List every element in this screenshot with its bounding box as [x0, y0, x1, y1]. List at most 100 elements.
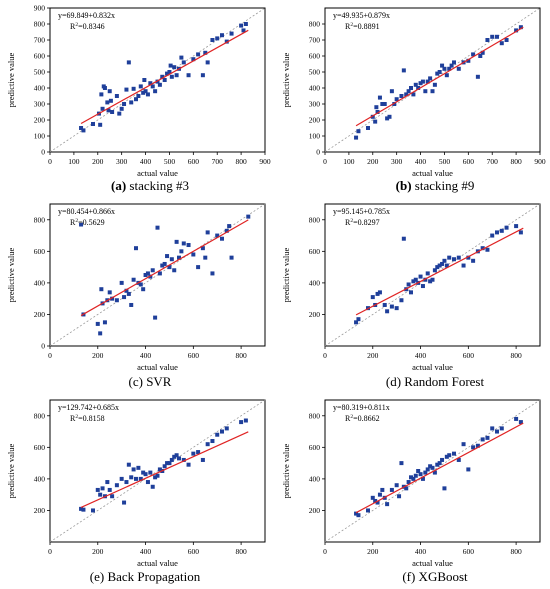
data-point: [466, 467, 471, 472]
data-point: [196, 265, 201, 270]
data-point: [126, 291, 131, 296]
data-point: [205, 230, 210, 235]
panel-f: 0 200 400 600 800 200 400 600 800 actual value pre…: [275, 392, 550, 570]
data-point: [157, 271, 162, 276]
data-point: [437, 70, 442, 74]
data-point: [370, 495, 375, 500]
data-point: [136, 465, 141, 470]
data-point: [224, 39, 229, 44]
data-point: [243, 22, 248, 26]
data-point: [224, 426, 229, 431]
data-point: [495, 34, 499, 39]
data-point: [370, 114, 375, 119]
data-point: [366, 508, 370, 513]
data-point: [452, 451, 456, 456]
y-tick-label: 200: [309, 116, 321, 125]
data-point: [377, 492, 382, 497]
data-point: [229, 31, 234, 36]
data-point: [444, 263, 449, 268]
data-point: [416, 469, 421, 473]
data-point: [399, 94, 404, 98]
panel-a: 0 100 200 300 400 500 600 700 800 900 0 100 200 300 40…: [0, 0, 275, 180]
x-tick-label: 200: [92, 157, 104, 166]
r-squared-prefix: R: [70, 218, 76, 227]
data-point: [425, 79, 430, 84]
data-point: [425, 271, 430, 276]
data-point: [490, 233, 495, 238]
x-axis-label: actual value: [412, 558, 453, 568]
y-tick-label: 300: [34, 100, 46, 109]
r-squared-value: =0.8346: [78, 22, 105, 31]
plot-frame: [324, 399, 541, 543]
x-tick-label: 900: [534, 157, 546, 166]
data-point: [471, 445, 476, 450]
data-point: [148, 470, 153, 475]
data-point: [495, 429, 499, 434]
fit-line: [80, 431, 249, 509]
data-point: [373, 498, 378, 503]
x-tick-label: 200: [92, 547, 104, 556]
x-tick-label: 600: [463, 157, 475, 166]
x-tick-label: 600: [188, 351, 200, 360]
equation-label: y=129.742+0.685x: [58, 403, 119, 412]
x-axis-label: actual value: [412, 168, 453, 178]
data-point: [480, 50, 485, 55]
y-axis-label: predictive value: [6, 444, 16, 499]
data-point: [411, 476, 416, 481]
data-point: [356, 513, 361, 518]
x-tick-label: 800: [235, 547, 247, 556]
data-point: [406, 282, 411, 287]
data-point: [354, 511, 359, 516]
data-point: [141, 90, 146, 95]
data-point: [129, 302, 134, 307]
data-point: [418, 81, 423, 86]
data-point: [191, 451, 196, 456]
scatter-chart-d: 0 200 400 600 800 200 400 600 800 actual value pre…: [281, 203, 541, 372]
equation-label: y=80.454+0.866x: [58, 207, 115, 216]
data-point: [136, 94, 141, 98]
y-tick-label: 500: [34, 68, 46, 77]
data-point: [102, 86, 107, 90]
data-point: [409, 290, 413, 295]
data-point: [114, 94, 119, 98]
data-point: [215, 432, 220, 437]
y-tick-label: 0: [41, 342, 45, 351]
data-point: [210, 38, 215, 42]
y-tick-label: 800: [34, 411, 46, 420]
data-point: [444, 73, 449, 78]
data-point: [399, 461, 404, 466]
r-squared-superscript: 2: [75, 218, 78, 224]
data-point: [430, 465, 435, 470]
caption-f-text: (f) XGBoost: [402, 569, 468, 584]
y-tick-label: 400: [309, 474, 321, 483]
caption-e: (e) Back Propagation: [50, 569, 240, 585]
data-point: [167, 461, 172, 466]
data-point: [186, 243, 191, 248]
data-point: [416, 86, 421, 90]
x-tick-label: 800: [235, 157, 247, 166]
data-point: [95, 487, 100, 492]
plot-frame: [49, 399, 266, 543]
data-point: [354, 135, 359, 140]
data-point: [106, 108, 111, 113]
data-point: [129, 475, 134, 480]
data-point: [205, 60, 210, 65]
data-point: [423, 470, 428, 475]
data-point: [518, 25, 523, 30]
data-point: [157, 82, 162, 87]
reference-diagonal: [324, 399, 541, 543]
data-point: [220, 33, 224, 38]
r-squared-label: R2=0.8891: [345, 22, 380, 31]
reference-diagonal: [49, 203, 266, 347]
r-squared-superscript: 2: [350, 414, 353, 420]
x-tick-label: 500: [439, 157, 451, 166]
data-point: [246, 214, 251, 219]
y-tick-label: 600: [309, 443, 321, 452]
data-point: [499, 41, 504, 46]
data-point: [430, 89, 435, 94]
data-point: [167, 265, 172, 270]
data-point: [200, 246, 205, 251]
plot-frame: [324, 7, 541, 153]
data-point: [394, 97, 399, 102]
x-tick-label: 0: [323, 157, 327, 166]
